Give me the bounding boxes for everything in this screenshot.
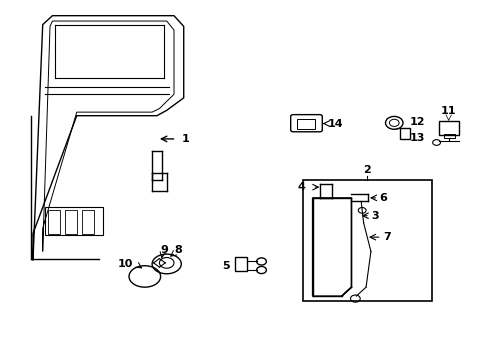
Text: 5: 5	[222, 261, 229, 271]
Bar	[64, 210, 77, 234]
Text: 1: 1	[181, 134, 189, 144]
Bar	[296, 118, 315, 129]
Text: 13: 13	[409, 133, 425, 143]
Text: 2: 2	[363, 165, 370, 175]
Text: 3: 3	[370, 211, 378, 221]
Bar	[438, 121, 458, 135]
Text: 7: 7	[382, 232, 390, 242]
Text: 9: 9	[161, 245, 168, 255]
Text: 10: 10	[117, 259, 132, 269]
Bar	[302, 180, 431, 301]
Bar	[47, 210, 60, 234]
Bar	[81, 210, 94, 234]
Text: 11: 11	[440, 106, 455, 116]
Text: 12: 12	[409, 117, 425, 127]
Text: 14: 14	[327, 118, 343, 129]
Text: 4: 4	[297, 182, 305, 192]
Bar	[399, 128, 409, 139]
Text: 8: 8	[174, 245, 182, 255]
Bar	[234, 257, 246, 271]
Bar	[443, 134, 454, 138]
Bar	[45, 207, 103, 235]
Text: 6: 6	[379, 193, 387, 203]
